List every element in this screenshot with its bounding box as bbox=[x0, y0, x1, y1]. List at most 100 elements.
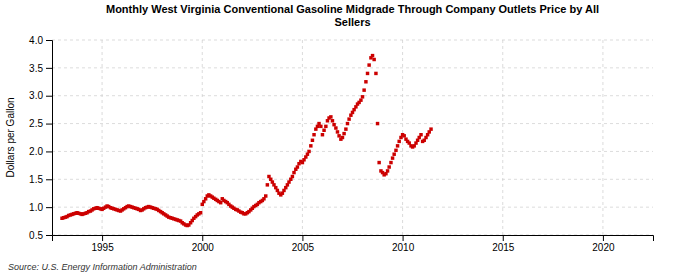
x-tick-label: 2000 bbox=[192, 242, 215, 253]
point bbox=[266, 183, 269, 186]
y-tick-mark bbox=[46, 124, 52, 125]
point bbox=[312, 133, 315, 136]
point bbox=[347, 117, 350, 120]
y-tick-label: 1.5 bbox=[29, 174, 43, 185]
point bbox=[389, 161, 392, 164]
point bbox=[361, 95, 364, 98]
point bbox=[364, 80, 367, 83]
grid-line-y bbox=[52, 151, 653, 152]
y-tick: 2.5 bbox=[29, 118, 52, 129]
y-tick: 3.0 bbox=[29, 90, 52, 101]
y-tick-label: 2.0 bbox=[29, 146, 43, 157]
x-tick: 2000 bbox=[192, 235, 215, 253]
point bbox=[371, 54, 374, 57]
grid-line-x bbox=[102, 40, 103, 235]
point bbox=[376, 122, 379, 125]
y-tick-mark bbox=[46, 96, 52, 97]
y-tick: 1.0 bbox=[29, 202, 52, 213]
point bbox=[334, 126, 337, 129]
point bbox=[374, 72, 377, 75]
grid-line-x bbox=[502, 40, 503, 235]
y-tick: 2.0 bbox=[29, 146, 52, 157]
x-tick: 2015 bbox=[492, 235, 515, 253]
x-tick-label: 2010 bbox=[392, 242, 415, 253]
points bbox=[60, 54, 432, 227]
point bbox=[219, 201, 222, 204]
point bbox=[341, 136, 344, 139]
point bbox=[387, 165, 390, 168]
point bbox=[264, 194, 267, 197]
point bbox=[319, 125, 322, 128]
chart: 1995 2000 2005 2010 2015 2020 0.5 1.0 1.5 2.0 2.5 3… bbox=[0, 0, 675, 275]
x-tick-label: 2015 bbox=[492, 242, 515, 253]
point bbox=[337, 134, 340, 137]
grid-line-y bbox=[52, 179, 653, 180]
y-tick-label: 1.0 bbox=[29, 202, 43, 213]
point bbox=[199, 211, 202, 214]
y-tick-mark bbox=[46, 235, 52, 236]
y-axis-title: Dollars per Gallon bbox=[5, 97, 16, 177]
point bbox=[331, 119, 334, 122]
plot-area: 1995 2000 2005 2010 2015 2020 0.5 1.0 1.5 2.0 2.5 3… bbox=[29, 35, 653, 253]
point bbox=[402, 134, 405, 137]
x-tick: 2005 bbox=[292, 235, 315, 253]
y-tick-label: 4.0 bbox=[29, 35, 43, 46]
point bbox=[324, 125, 327, 128]
x-axis-line bbox=[53, 236, 654, 242]
y-tick: 1.5 bbox=[29, 174, 52, 185]
point bbox=[329, 115, 332, 118]
x-tick-mark bbox=[503, 235, 504, 241]
title-line: Sellers bbox=[334, 16, 370, 28]
point bbox=[362, 88, 365, 91]
x-tick-mark bbox=[102, 235, 103, 241]
x-tick-label: 2005 bbox=[292, 242, 315, 253]
point bbox=[309, 144, 312, 147]
grid-line-x bbox=[302, 40, 303, 235]
grid-line-x bbox=[602, 40, 603, 235]
point bbox=[377, 161, 380, 164]
point bbox=[366, 72, 369, 75]
x-tick-mark bbox=[403, 235, 404, 241]
y-tick-label: 2.5 bbox=[29, 118, 43, 129]
point bbox=[396, 144, 399, 147]
point bbox=[311, 139, 314, 142]
point bbox=[332, 123, 335, 126]
point bbox=[307, 150, 310, 153]
y-axis: 0.5 1.0 1.5 2.0 2.5 3.0 3.5 4.0 bbox=[29, 35, 52, 241]
grid-line-y bbox=[52, 40, 653, 41]
x-axis: 1995 2000 2005 2010 2015 2020 bbox=[53, 235, 654, 253]
x-tick: 2010 bbox=[392, 235, 415, 253]
y-tick-mark bbox=[46, 68, 52, 69]
point bbox=[296, 165, 299, 168]
point bbox=[372, 58, 375, 61]
point bbox=[291, 175, 294, 178]
y-tick: 3.5 bbox=[29, 63, 52, 74]
point bbox=[392, 152, 395, 155]
point bbox=[394, 149, 397, 152]
point bbox=[336, 130, 339, 133]
y-tick: 0.5 bbox=[29, 230, 52, 241]
point bbox=[322, 129, 325, 132]
x-tick: 2020 bbox=[592, 235, 615, 253]
y-tick: 4.0 bbox=[29, 35, 52, 46]
point bbox=[321, 133, 324, 136]
grid-line-y bbox=[52, 123, 653, 124]
point bbox=[292, 171, 295, 174]
point bbox=[346, 122, 349, 125]
x-tick-mark bbox=[202, 235, 203, 241]
point bbox=[342, 132, 345, 135]
x-tick-mark bbox=[603, 235, 604, 241]
annotation: Source: U.S. Energy Information Administ… bbox=[8, 262, 197, 272]
x-tick-mark bbox=[302, 235, 303, 241]
y-tick-mark bbox=[46, 151, 52, 152]
y-tick-label: 0.5 bbox=[29, 230, 43, 241]
y-tick-label: 3.0 bbox=[29, 90, 43, 101]
point bbox=[397, 140, 400, 143]
y-tick-mark bbox=[46, 207, 52, 208]
y-tick-mark bbox=[46, 179, 52, 180]
grid bbox=[52, 40, 653, 235]
y-axis-line bbox=[46, 41, 53, 236]
x-tick-label: 2020 bbox=[592, 242, 615, 253]
point bbox=[344, 127, 347, 130]
x-tick-label: 1995 bbox=[91, 242, 114, 253]
